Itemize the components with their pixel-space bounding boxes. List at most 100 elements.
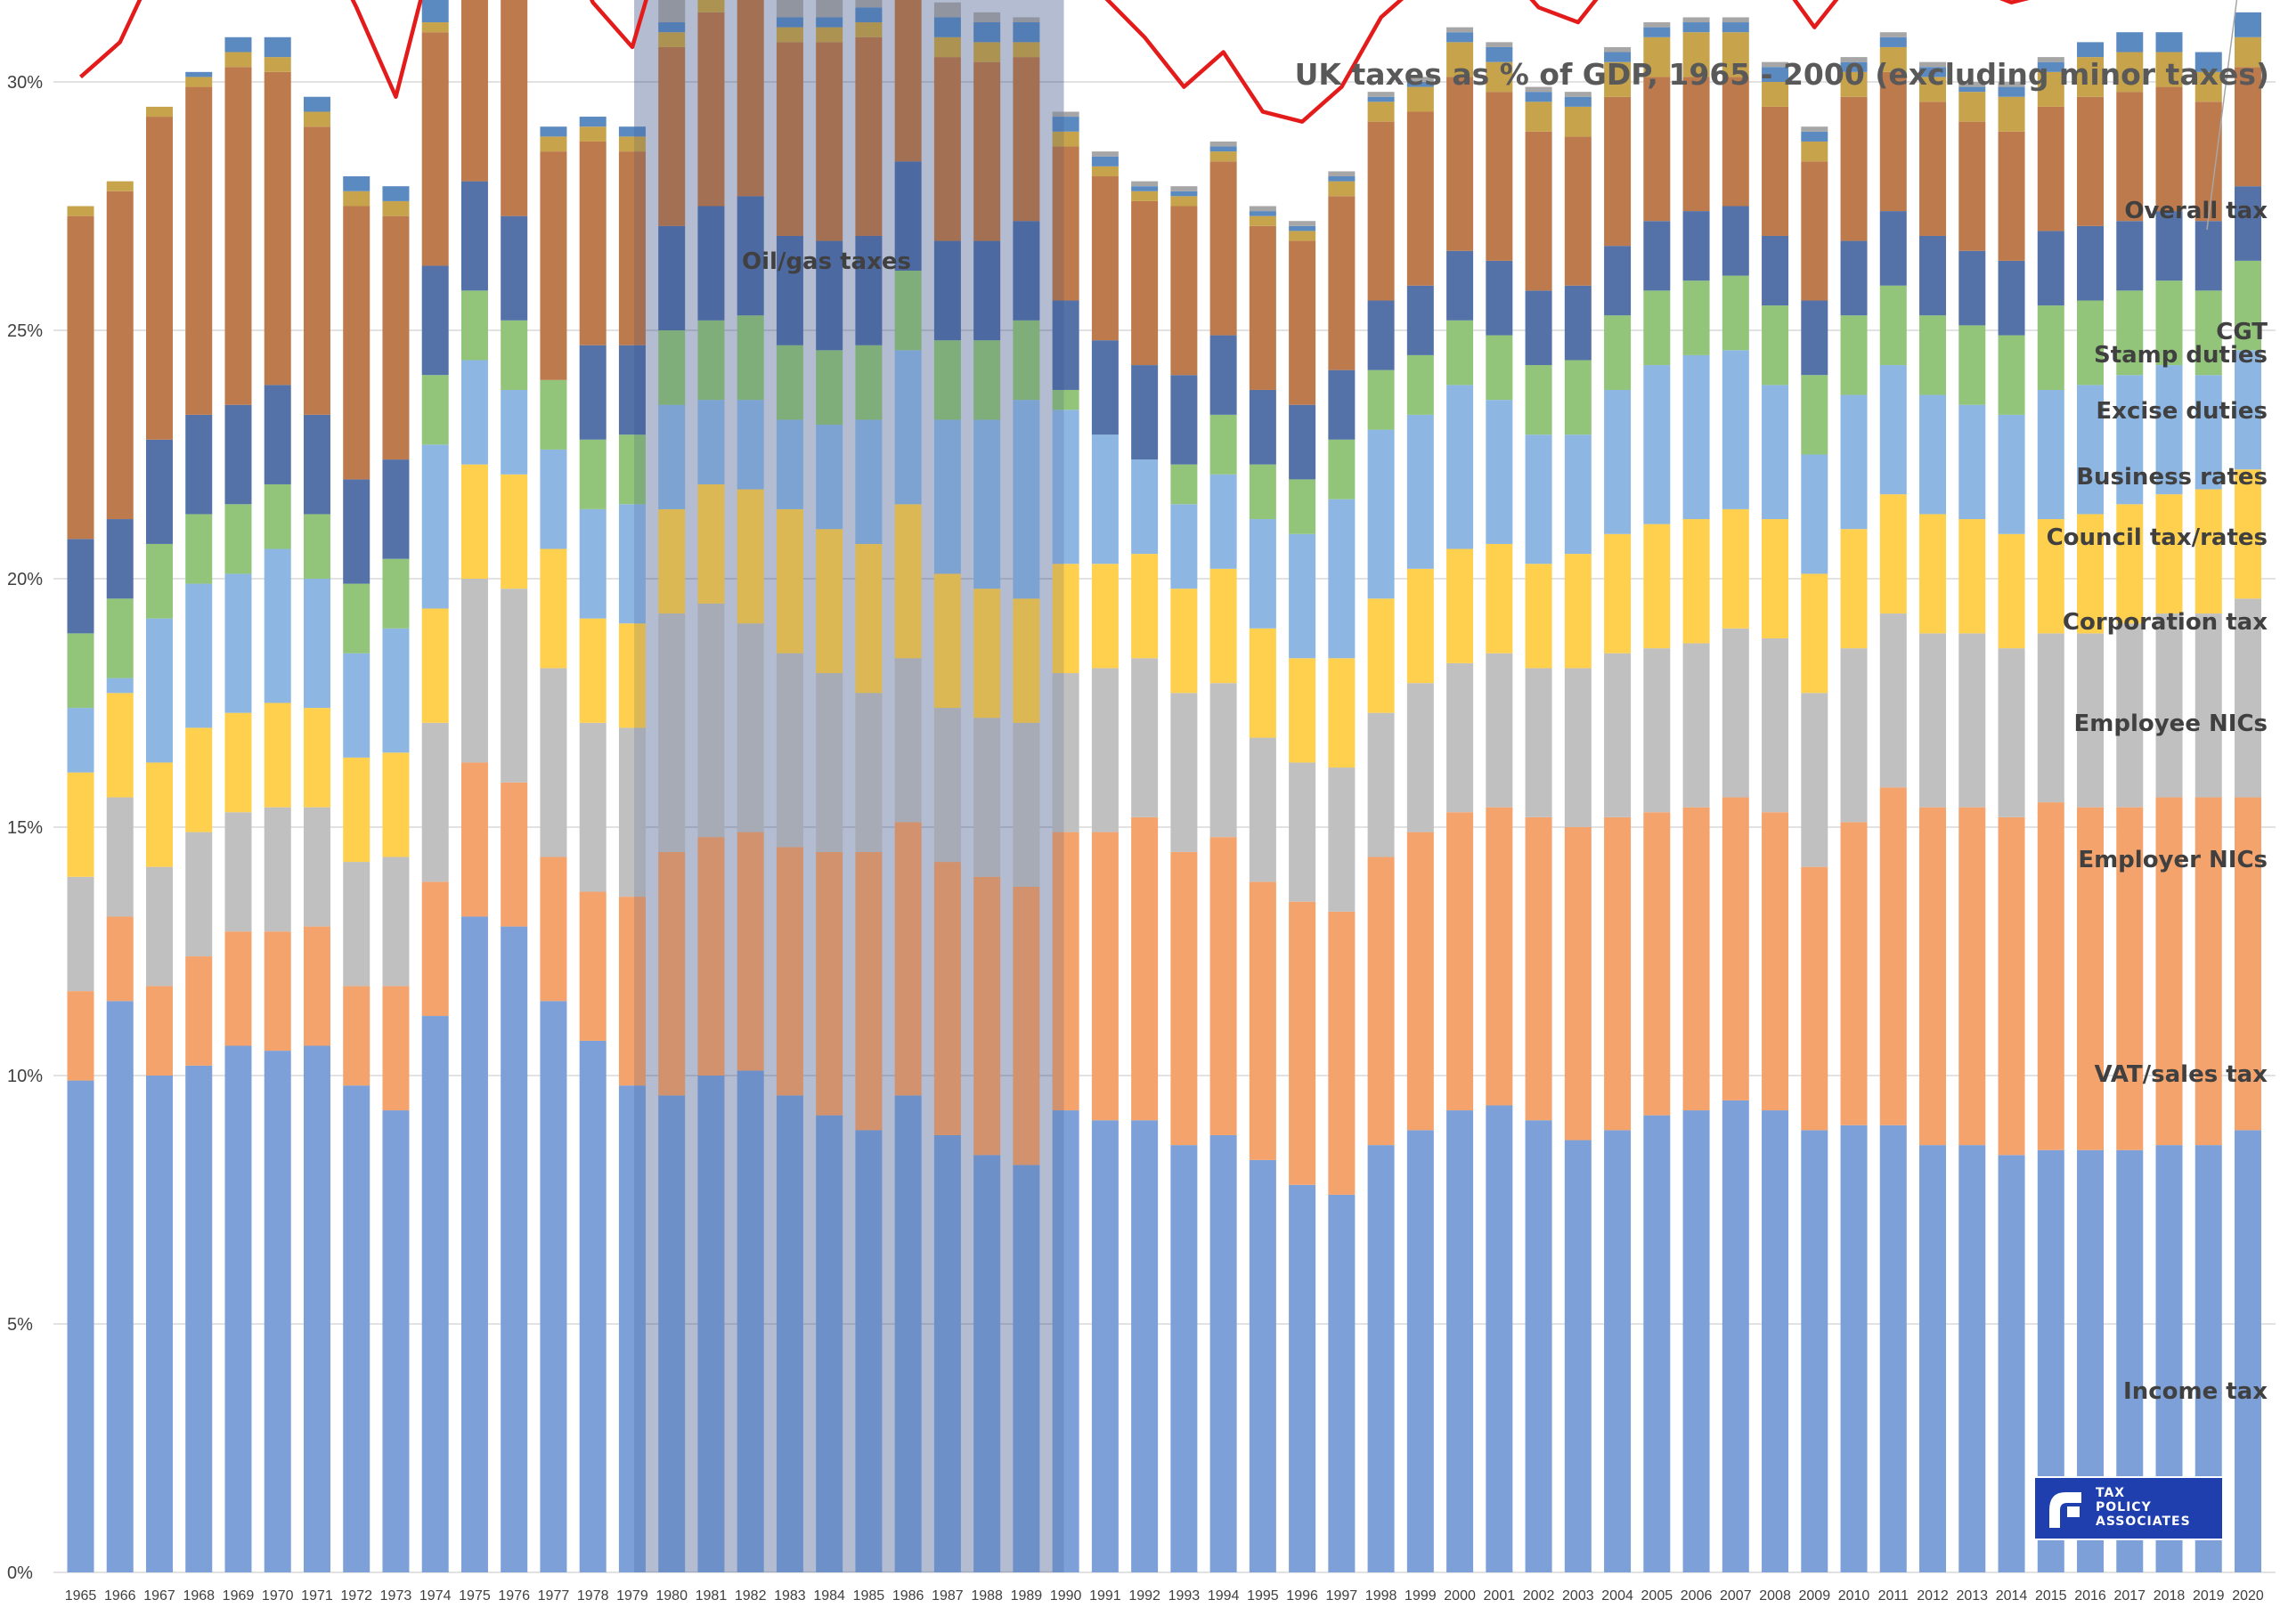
bar-segment bbox=[145, 866, 173, 987]
bar-segment bbox=[185, 414, 213, 515]
bar-segment bbox=[816, 27, 843, 43]
bar-segment bbox=[1564, 96, 1592, 107]
bar-segment bbox=[1367, 300, 1395, 370]
bar-segment bbox=[1643, 812, 1671, 1116]
bar-segment bbox=[1486, 807, 1513, 1106]
bar-segment bbox=[2077, 514, 2105, 634]
bar-segment bbox=[2155, 32, 2183, 53]
bar-segment bbox=[973, 12, 1001, 23]
bar-segment bbox=[1446, 662, 1474, 813]
bar-segment bbox=[1170, 1145, 1198, 1572]
bar-segment bbox=[776, 345, 803, 420]
bar-segment bbox=[1446, 27, 1474, 33]
x-tick-label: 1987 bbox=[932, 1588, 964, 1604]
bar-segment bbox=[1958, 121, 1986, 251]
bar-segment bbox=[1131, 554, 1159, 659]
x-tick-label: 2014 bbox=[1996, 1588, 2028, 1604]
bar-segment bbox=[224, 404, 252, 505]
bar-segment bbox=[1958, 325, 1986, 405]
bar-segment bbox=[67, 215, 94, 540]
bar-segment bbox=[1249, 519, 1276, 629]
bar-segment bbox=[2116, 807, 2144, 1150]
bar-segment bbox=[2194, 613, 2222, 798]
bar-segment bbox=[1762, 106, 1789, 236]
bar-segment bbox=[1958, 633, 1986, 808]
bar-segment bbox=[1170, 589, 1198, 694]
bar-segment bbox=[1919, 61, 1947, 68]
bar-segment bbox=[894, 1095, 922, 1572]
bar-segment bbox=[67, 876, 94, 992]
bar-segment bbox=[106, 916, 134, 1002]
bar-segment bbox=[1564, 554, 1592, 669]
bar-segment bbox=[1525, 1120, 1552, 1572]
y-tick-label: 0% bbox=[7, 1563, 33, 1583]
bar-segment bbox=[973, 419, 1001, 589]
chart-title: UK taxes as % of GDP, 1965 - 2000 (exclu… bbox=[1295, 57, 2269, 92]
bar-segment bbox=[2155, 613, 2183, 798]
bar-segment bbox=[1013, 320, 1040, 401]
bar-segment bbox=[1446, 320, 1474, 386]
bar-segment bbox=[540, 668, 567, 857]
bar-segment bbox=[1170, 196, 1198, 207]
bar-segment bbox=[894, 271, 922, 351]
series-label: Income tax bbox=[2123, 1378, 2268, 1405]
bar-segment bbox=[933, 340, 961, 420]
bar-segment bbox=[618, 1085, 646, 1572]
bar-segment bbox=[224, 1045, 252, 1572]
bar-segment bbox=[1958, 519, 1986, 634]
bar-segment bbox=[1170, 375, 1198, 465]
x-tick-label: 1997 bbox=[1326, 1588, 1358, 1604]
x-tick-label: 1994 bbox=[1208, 1588, 1240, 1604]
bar-segment bbox=[1919, 315, 1947, 395]
bar-segment bbox=[145, 439, 173, 544]
bar-segment bbox=[382, 1110, 410, 1572]
bar-segment bbox=[816, 851, 843, 1116]
bar-segment bbox=[1998, 816, 2025, 1156]
x-tick-label: 2005 bbox=[1641, 1588, 1673, 1604]
bar-segment bbox=[1722, 22, 1749, 33]
bar-segment bbox=[1762, 385, 1789, 520]
bar-segment bbox=[2235, 350, 2261, 470]
bar-segment bbox=[1840, 240, 1868, 316]
bar-segment bbox=[1879, 365, 1907, 495]
bar-segment bbox=[1486, 335, 1513, 401]
bar-segment bbox=[2116, 623, 2144, 808]
series-label: Excise duties bbox=[2096, 398, 2268, 425]
bar-segment bbox=[1840, 822, 1868, 1125]
bar-segment bbox=[1801, 1130, 1828, 1572]
bar-segment bbox=[2155, 211, 2183, 281]
x-tick-label: 1998 bbox=[1365, 1588, 1397, 1604]
bar-segment bbox=[421, 32, 449, 266]
bar-segment bbox=[1131, 186, 1159, 191]
bar-segment bbox=[618, 504, 646, 624]
bar-segment bbox=[460, 360, 488, 465]
bar-segment bbox=[697, 320, 725, 401]
bar-segment bbox=[1525, 564, 1552, 669]
bar-segment bbox=[1446, 385, 1474, 549]
bar-segment bbox=[1446, 42, 1474, 77]
bar-segment bbox=[579, 618, 607, 723]
bar-segment bbox=[816, 529, 843, 674]
bar-segment bbox=[2155, 280, 2183, 366]
bar-segment bbox=[973, 340, 1001, 420]
bar-segment bbox=[2235, 12, 2261, 37]
bar-segment bbox=[224, 812, 252, 932]
x-tick-label: 1996 bbox=[1286, 1588, 1318, 1604]
bar-segment bbox=[1919, 102, 1947, 236]
bar-segment bbox=[1328, 439, 1356, 499]
bar-segment bbox=[776, 653, 803, 848]
bar-segment bbox=[1919, 77, 1947, 102]
bar-segment bbox=[540, 151, 567, 380]
bar-segment bbox=[1682, 519, 1710, 644]
bar-segment bbox=[1249, 881, 1276, 1160]
bar-segment bbox=[1170, 693, 1198, 852]
bar-segment bbox=[2155, 494, 2183, 614]
bar-segment bbox=[658, 508, 686, 614]
bar-segment bbox=[1406, 832, 1434, 1131]
bar-segment bbox=[1879, 37, 1907, 47]
bar-segment bbox=[1052, 564, 1079, 674]
bar-segment bbox=[1801, 141, 1828, 162]
bar-segment bbox=[1406, 354, 1434, 415]
bar-segment bbox=[1722, 206, 1749, 276]
bar-segment bbox=[540, 136, 567, 152]
